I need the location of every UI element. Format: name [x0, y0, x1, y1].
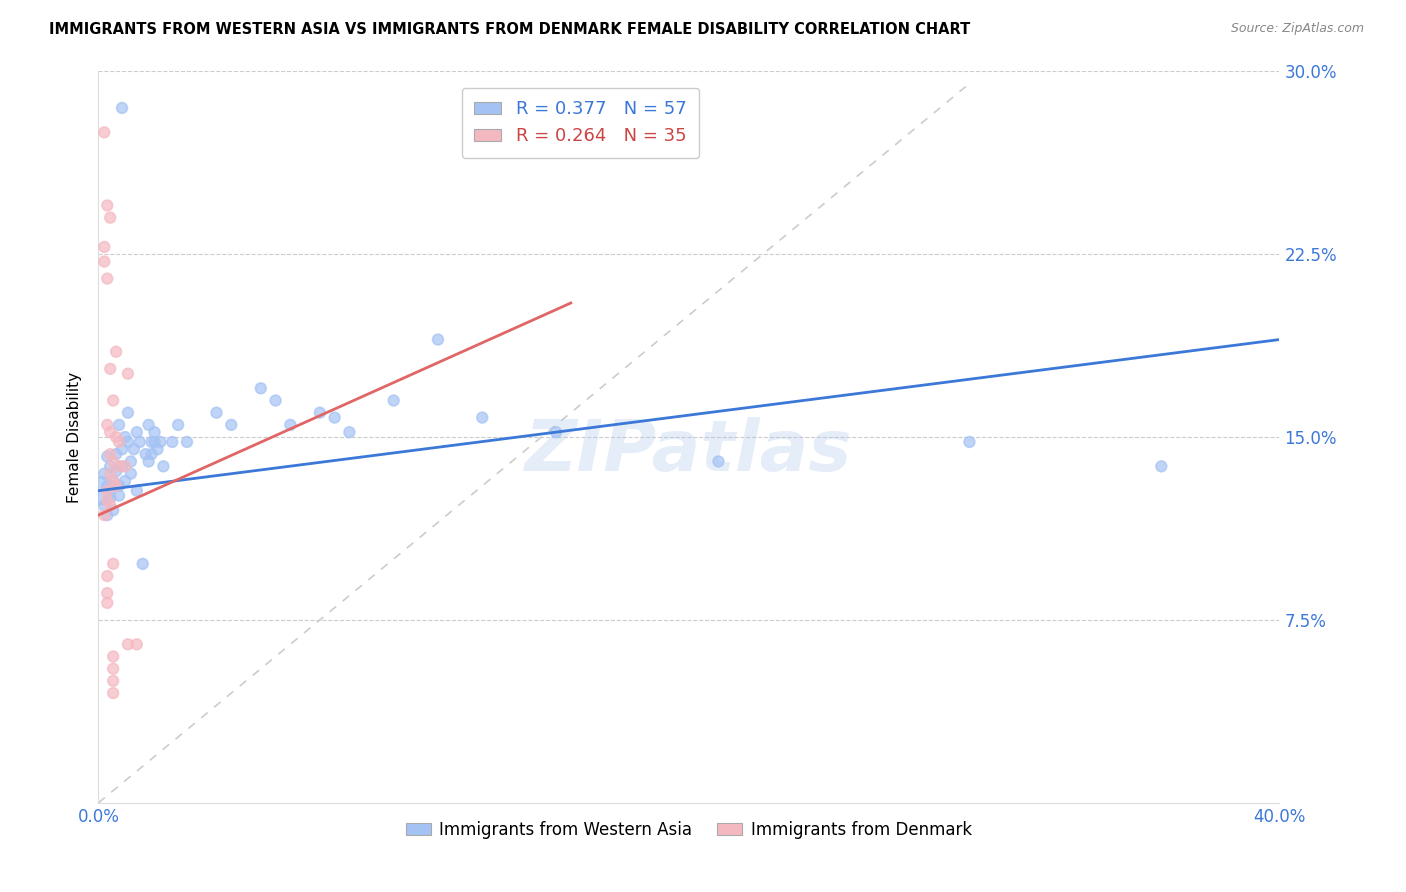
- Point: [96, 508, 118, 522]
- Point: [323, 410, 346, 425]
- Point: [707, 454, 730, 468]
- Y-axis label: Female Disability: Female Disability: [67, 371, 83, 503]
- Point: [111, 442, 134, 457]
- Point: [108, 489, 131, 503]
- Text: ZIPatlas: ZIPatlas: [526, 417, 852, 486]
- Point: [138, 454, 160, 468]
- Point: [98, 361, 121, 376]
- Text: Source: ZipAtlas.com: Source: ZipAtlas.com: [1230, 22, 1364, 36]
- Point: [98, 467, 121, 481]
- Point: [96, 483, 118, 498]
- Point: [105, 447, 128, 461]
- Point: [103, 474, 125, 488]
- Point: [93, 467, 115, 481]
- Point: [108, 434, 131, 449]
- Point: [103, 393, 125, 408]
- Point: [138, 417, 160, 432]
- Point: [105, 344, 128, 359]
- Point: [103, 649, 125, 664]
- Point: [146, 442, 169, 457]
- Point: [105, 464, 128, 478]
- Point: [309, 406, 332, 420]
- Point: [98, 499, 121, 513]
- Point: [382, 393, 405, 408]
- Point: [96, 569, 118, 583]
- Point: [117, 434, 139, 449]
- Point: [103, 673, 125, 688]
- Point: [128, 434, 150, 449]
- Point: [141, 447, 163, 461]
- Point: [264, 393, 287, 408]
- Point: [90, 483, 112, 498]
- Point: [167, 417, 190, 432]
- Point: [108, 417, 131, 432]
- Point: [117, 637, 139, 651]
- Point: [135, 447, 157, 461]
- Point: [143, 425, 166, 440]
- Point: [221, 417, 243, 432]
- Point: [103, 474, 125, 488]
- Point: [96, 271, 118, 285]
- Point: [105, 479, 128, 493]
- Point: [111, 459, 134, 474]
- Point: [149, 434, 172, 449]
- Point: [117, 406, 139, 420]
- Point: [96, 586, 118, 600]
- Point: [117, 367, 139, 381]
- Legend: Immigrants from Western Asia, Immigrants from Denmark: Immigrants from Western Asia, Immigrants…: [399, 814, 979, 846]
- Point: [103, 662, 125, 676]
- Point: [427, 333, 450, 347]
- Point: [125, 425, 148, 440]
- Point: [122, 442, 145, 457]
- Point: [98, 459, 121, 474]
- Point: [98, 447, 121, 461]
- Point: [103, 557, 125, 571]
- Point: [93, 499, 115, 513]
- Point: [546, 425, 568, 440]
- Point: [108, 459, 131, 474]
- Point: [162, 434, 183, 449]
- Point: [105, 430, 128, 444]
- Point: [339, 425, 361, 440]
- Point: [120, 467, 142, 481]
- Text: IMMIGRANTS FROM WESTERN ASIA VS IMMIGRANTS FROM DENMARK FEMALE DISABILITY CORREL: IMMIGRANTS FROM WESTERN ASIA VS IMMIGRAN…: [49, 22, 970, 37]
- Point: [114, 459, 136, 474]
- Point: [108, 479, 131, 493]
- Point: [93, 254, 115, 268]
- Point: [120, 454, 142, 468]
- Point: [98, 491, 121, 505]
- Point: [103, 686, 125, 700]
- Point: [93, 240, 115, 254]
- Point: [132, 557, 155, 571]
- Point: [1150, 459, 1173, 474]
- Point: [125, 637, 148, 651]
- Point: [114, 430, 136, 444]
- Point: [98, 211, 121, 225]
- Point: [96, 596, 118, 610]
- Point: [103, 454, 125, 468]
- Point: [471, 410, 494, 425]
- Point: [250, 381, 273, 395]
- Point: [125, 483, 148, 498]
- Point: [96, 493, 118, 508]
- Point: [141, 434, 163, 449]
- Point: [93, 508, 115, 522]
- Point: [280, 417, 302, 432]
- Point: [205, 406, 228, 420]
- Point: [176, 434, 198, 449]
- Point: [103, 503, 125, 517]
- Point: [96, 417, 118, 432]
- Point: [114, 474, 136, 488]
- Point: [98, 425, 121, 440]
- Point: [96, 450, 118, 464]
- Point: [93, 125, 115, 139]
- Point: [959, 434, 981, 449]
- Point: [96, 198, 118, 212]
- Point: [143, 434, 166, 449]
- Point: [152, 459, 174, 474]
- Point: [111, 101, 134, 115]
- Point: [96, 479, 118, 493]
